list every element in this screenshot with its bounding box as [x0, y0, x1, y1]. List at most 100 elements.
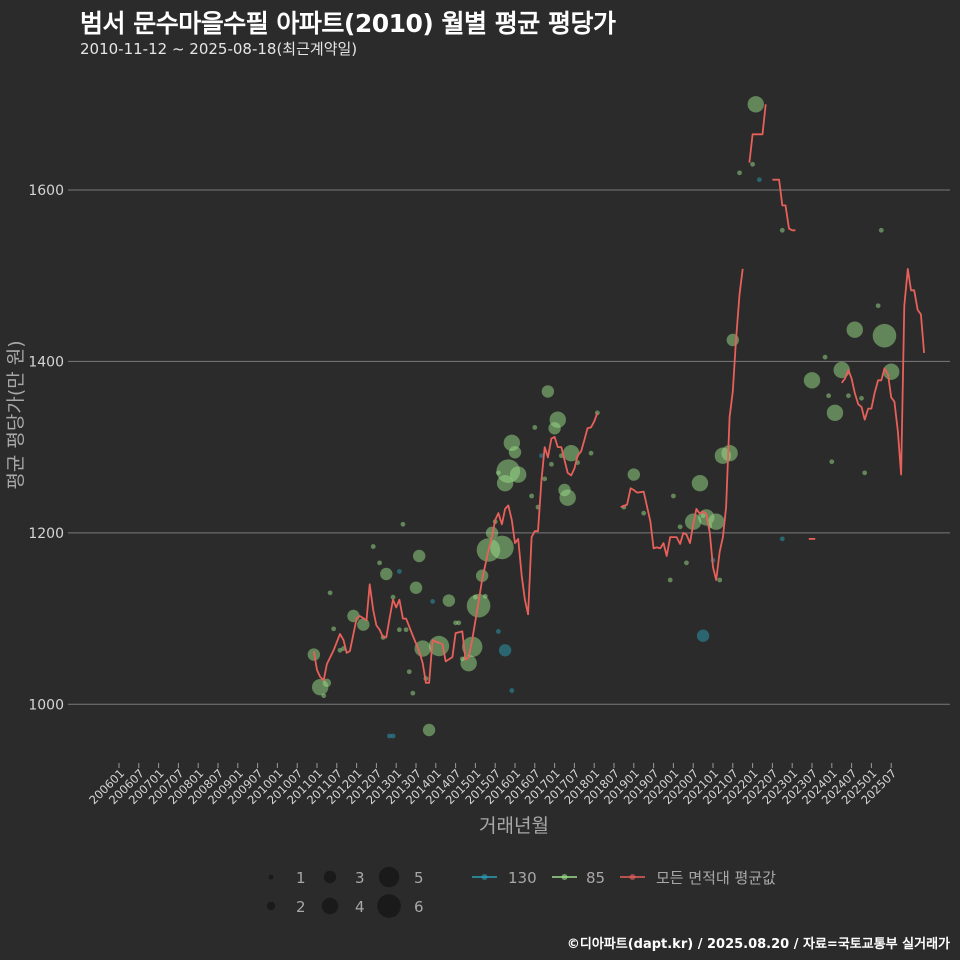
- legend-point-average: [629, 874, 636, 880]
- point-130: [387, 733, 392, 739]
- size-legend-circle: [321, 897, 339, 915]
- point-130: [495, 629, 501, 634]
- size-legend-circle: [323, 870, 337, 884]
- series-average-line: [312, 104, 925, 684]
- point-85: [829, 459, 835, 465]
- point-85: [549, 461, 554, 467]
- chart-title: 범서 문수마을수필 아파트(2010) 월별 평균 평당가: [80, 9, 616, 38]
- point-85: [396, 627, 402, 633]
- point-85: [563, 444, 580, 462]
- point-85: [826, 393, 832, 399]
- point-85: [559, 489, 576, 506]
- x-axis-label: 거래년월: [479, 815, 549, 837]
- point-85: [541, 385, 555, 398]
- point-85: [380, 567, 393, 581]
- point-85: [322, 678, 332, 688]
- point-85: [671, 493, 676, 499]
- point-85: [462, 636, 483, 658]
- size-legend: 1 2 3 4 5 6: [266, 866, 424, 918]
- legend-item-85: 85: [552, 869, 605, 887]
- point-85: [627, 468, 640, 481]
- size-legend-label: 2: [296, 898, 306, 916]
- legend-point-85: [561, 874, 568, 880]
- point-130: [390, 733, 396, 739]
- point-85: [532, 425, 538, 430]
- grid: [68, 189, 950, 705]
- point-85: [400, 521, 406, 527]
- point-85: [442, 594, 456, 607]
- average-line-segment: [772, 178, 796, 232]
- point-85: [822, 354, 828, 360]
- point-85: [878, 227, 884, 233]
- point-130: [430, 599, 436, 604]
- point-85: [691, 474, 709, 492]
- point-85: [529, 493, 535, 499]
- point-85: [717, 577, 723, 583]
- point-130: [756, 177, 762, 183]
- point-85: [370, 544, 376, 549]
- average-line-segment: [748, 104, 767, 163]
- size-legend-circle: [377, 894, 401, 918]
- point-85: [677, 524, 683, 530]
- point-85: [872, 323, 897, 348]
- point-85: [641, 510, 647, 516]
- legend: 1 2 3 4 5 6 130 85 모든 면적대 평균값: [266, 866, 776, 918]
- y-tick-label: 1600: [28, 183, 64, 199]
- legend-item-average: 모든 면적대 평균값: [620, 869, 776, 887]
- point-85: [347, 609, 360, 623]
- y-axis-ticks: 1000 1200 1400 1600: [28, 183, 64, 713]
- point-85: [803, 372, 821, 389]
- point-85: [667, 577, 673, 583]
- size-legend-label: 1: [296, 869, 306, 887]
- average-line-segment: [312, 412, 599, 684]
- size-legend-label: 6: [414, 898, 424, 916]
- size-legend-label: 5: [414, 869, 424, 887]
- legend-label-130: 130: [508, 869, 537, 887]
- chart-subtitle: 2010-11-12 ~ 2025-08-18(최근계약일): [80, 40, 358, 58]
- point-85: [846, 321, 863, 338]
- point-130: [539, 453, 544, 459]
- point-85: [456, 620, 462, 626]
- point-130: [696, 629, 710, 642]
- point-85: [862, 470, 868, 476]
- legend-label-average: 모든 면적대 평균값: [656, 869, 776, 887]
- size-legend-circle: [268, 874, 274, 880]
- point-85: [542, 476, 548, 482]
- point-85: [406, 669, 412, 675]
- point-85: [377, 560, 382, 566]
- point-85: [508, 446, 522, 459]
- point-85: [327, 590, 333, 596]
- y-tick-label: 1400: [28, 354, 64, 370]
- point-85: [826, 404, 844, 422]
- point-85: [337, 647, 343, 653]
- point-85: [846, 393, 851, 399]
- size-legend-label: 4: [355, 898, 365, 916]
- y-axis-label: 평균 평당가(만 원): [5, 340, 27, 489]
- point-85: [412, 549, 426, 563]
- point-130: [396, 569, 402, 574]
- point-85: [750, 161, 755, 167]
- size-legend-circle: [378, 866, 400, 888]
- source-caption: ©디아파트(dapt.kr) / 2025.08.20 / 자료=국토교통부 실…: [566, 937, 950, 952]
- point-85: [422, 723, 436, 737]
- point-85: [875, 303, 881, 309]
- average-line-segment: [620, 268, 744, 581]
- legend-label-85: 85: [586, 869, 605, 887]
- legend-point-130: [481, 874, 488, 880]
- point-85: [883, 363, 900, 380]
- point-85: [737, 170, 742, 176]
- x-axis-ticks: 2006012006072007012007072008012008072009…: [86, 763, 899, 807]
- point-85: [721, 444, 738, 462]
- size-legend-circle: [266, 901, 276, 911]
- point-85: [588, 450, 594, 456]
- point-85: [403, 627, 409, 633]
- point-85: [684, 560, 689, 566]
- point-85: [409, 581, 423, 594]
- size-legend-label: 3: [355, 869, 365, 887]
- point-85: [509, 466, 527, 483]
- series-85: [307, 96, 900, 737]
- point-85: [357, 618, 370, 631]
- point-85: [414, 640, 431, 657]
- y-tick-label: 1200: [28, 526, 64, 542]
